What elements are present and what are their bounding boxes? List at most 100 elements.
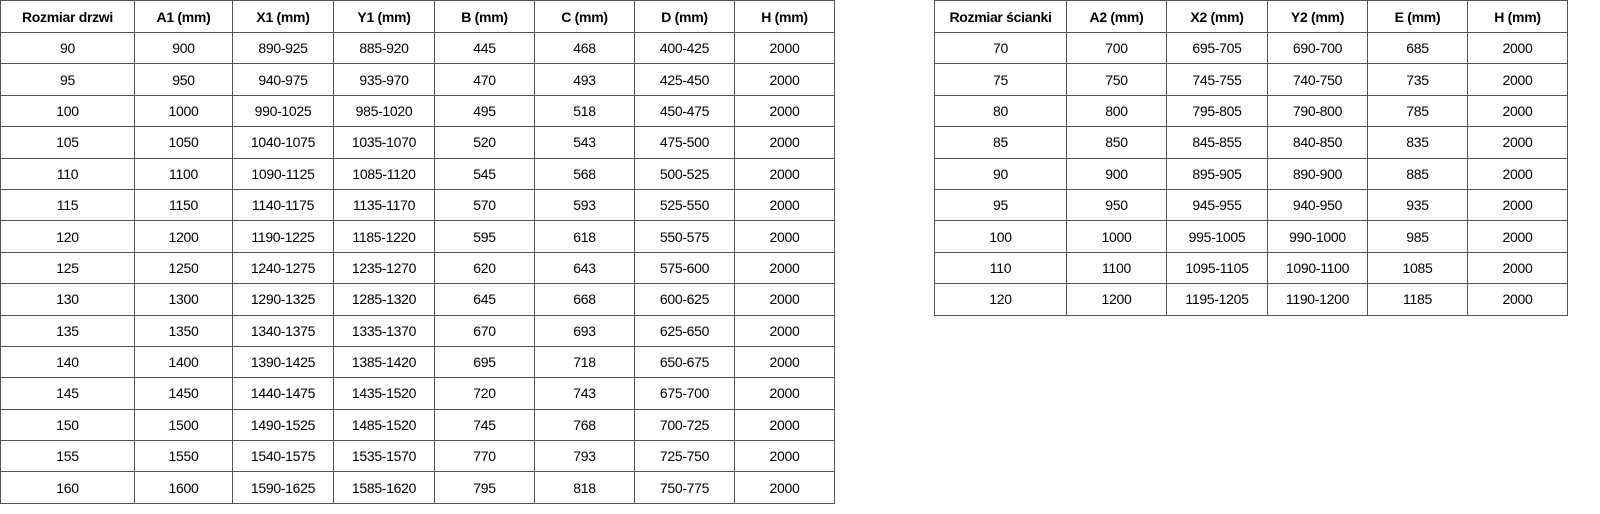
table-cell: 2000 (734, 283, 835, 316)
table-cell: 790-800 (1267, 94, 1368, 128)
table-cell: 2000 (734, 188, 835, 222)
table-cell: 1050 (134, 126, 233, 159)
table-cell: 818 (534, 471, 635, 504)
table-cell: 795-805 (1166, 94, 1268, 128)
table-cell: 2000 (1467, 63, 1568, 96)
table-cell: 80 (934, 94, 1067, 128)
table-cell: 1095-1105 (1166, 251, 1268, 285)
table-cell: 1090-1125 (232, 157, 334, 190)
table-cell: 800 (1066, 94, 1167, 128)
table-cell: 885 (1367, 157, 1468, 190)
table-cell: 890-925 (232, 31, 334, 65)
table-row: 130 1300 1290-1325 1285-1320 645 668 600-625 20… (0, 283, 835, 316)
table-cell: 950 (1066, 188, 1167, 222)
table-cell: 425-450 (634, 63, 735, 96)
table-cell: 468 (534, 31, 635, 65)
table-row: 70 700 695-705 690-700 685 2000 (934, 31, 1568, 65)
table-cell: 770 (434, 440, 535, 473)
table-cell: 745 (434, 408, 535, 442)
table-row: 125 1250 1240-1275 1235-1270 620 643 575-600 20… (0, 251, 835, 285)
table-cell: 1350 (134, 314, 233, 347)
table-cell: 90 (934, 157, 1067, 190)
table-cell: 720 (434, 377, 535, 410)
table-cell: 75 (934, 63, 1067, 96)
table-cell: 2000 (734, 31, 835, 65)
table-row: 120 1200 1190-1225 1185-1220 595 618 550-575 20… (0, 220, 835, 253)
table-cell: 1600 (134, 471, 233, 504)
table-cell: 940-950 (1267, 188, 1368, 222)
table-cell: 1185 (1367, 283, 1468, 316)
table-cell: 518 (534, 94, 635, 128)
table-cell: 750 (1066, 63, 1167, 96)
table-row: 95 950 945-955 940-950 935 2000 (934, 188, 1568, 222)
table-cell: 840-850 (1267, 126, 1368, 159)
table-cell: 620 (434, 251, 535, 285)
table-cell: 750-775 (634, 471, 735, 504)
column-header: C (mm) (534, 0, 635, 33)
table-row: 100 1000 995-1005 990-1000 985 2000 (934, 220, 1568, 253)
table-cell: 110 (0, 157, 135, 190)
table-cell: 500-525 (634, 157, 735, 190)
table-cell: 1090-1100 (1267, 251, 1368, 285)
table-row: 90 900 890-925 885-920 445 468 400-425 2000 (0, 31, 835, 65)
table-cell: 685 (1367, 31, 1468, 65)
table-cell: 2000 (734, 126, 835, 159)
table-cell: 1200 (1066, 283, 1167, 316)
table-cell: 1540-1575 (232, 440, 334, 473)
table-row: 75 750 745-755 740-750 735 2000 (934, 63, 1568, 96)
door-size-table: Rozmiar drzwi A1 (mm) X1 (mm) Y1 (mm) B (mm)… (0, 0, 835, 504)
table-cell: 718 (534, 345, 635, 379)
table-cell: 695 (434, 345, 535, 379)
table-cell: 543 (534, 126, 635, 159)
table-cell: 745-755 (1166, 63, 1268, 96)
column-header: H (mm) (734, 0, 835, 33)
table-cell: 1285-1320 (333, 283, 435, 316)
column-header: D (mm) (634, 0, 735, 33)
table-cell: 550-575 (634, 220, 735, 253)
table-cell: 70 (934, 31, 1067, 65)
table-cell: 743 (534, 377, 635, 410)
table-cell: 1485-1520 (333, 408, 435, 442)
table-row: 160 1600 1590-1625 1585-1620 795 818 750-775 20… (0, 471, 835, 504)
table-cell: 940-975 (232, 63, 334, 96)
table-cell: 95 (934, 188, 1067, 222)
table-cell: 935 (1367, 188, 1468, 222)
table-cell: 95 (0, 63, 135, 96)
table-cell: 793 (534, 440, 635, 473)
table-cell: 1185-1220 (333, 220, 435, 253)
table-cell: 1240-1275 (232, 251, 334, 285)
table-cell: 2000 (734, 408, 835, 442)
table-cell: 618 (534, 220, 635, 253)
table-cell: 735 (1367, 63, 1468, 96)
table-cell: 525-550 (634, 188, 735, 222)
table-cell: 1440-1475 (232, 377, 334, 410)
table-cell: 1335-1370 (333, 314, 435, 347)
table-cell: 850 (1066, 126, 1167, 159)
table-row: 155 1550 1540-1575 1535-1570 770 793 725-750 20… (0, 440, 835, 473)
column-header: A1 (mm) (134, 0, 233, 33)
table-cell: 2000 (1467, 188, 1568, 222)
table-cell: 900 (134, 31, 233, 65)
column-header: H (mm) (1467, 0, 1568, 33)
table-cell: 1390-1425 (232, 345, 334, 379)
column-header: Y1 (mm) (333, 0, 435, 33)
table-row: 110 1100 1095-1105 1090-1100 1085 2000 (934, 251, 1568, 285)
table-cell: 2000 (1467, 31, 1568, 65)
table-cell: 768 (534, 408, 635, 442)
table-cell: 985-1020 (333, 94, 435, 128)
wall-size-table: Rozmiar ścianki A2 (mm) X2 (mm) Y2 (mm) E (m… (934, 0, 1568, 316)
table-cell: 690-700 (1267, 31, 1368, 65)
column-header: Rozmiar drzwi (0, 0, 135, 33)
table-cell: 475-500 (634, 126, 735, 159)
table-row: 150 1500 1490-1525 1485-1520 745 768 700-725 20… (0, 408, 835, 442)
table-cell: 885-920 (333, 31, 435, 65)
table-cell: 1190-1225 (232, 220, 334, 253)
table-cell: 1200 (134, 220, 233, 253)
column-header: A2 (mm) (1066, 0, 1167, 33)
table-cell: 160 (0, 471, 135, 504)
table-cell: 1000 (1066, 220, 1167, 253)
table-cell: 990-1025 (232, 94, 334, 128)
table-cell: 568 (534, 157, 635, 190)
table-cell: 595 (434, 220, 535, 253)
table-cell: 675-700 (634, 377, 735, 410)
